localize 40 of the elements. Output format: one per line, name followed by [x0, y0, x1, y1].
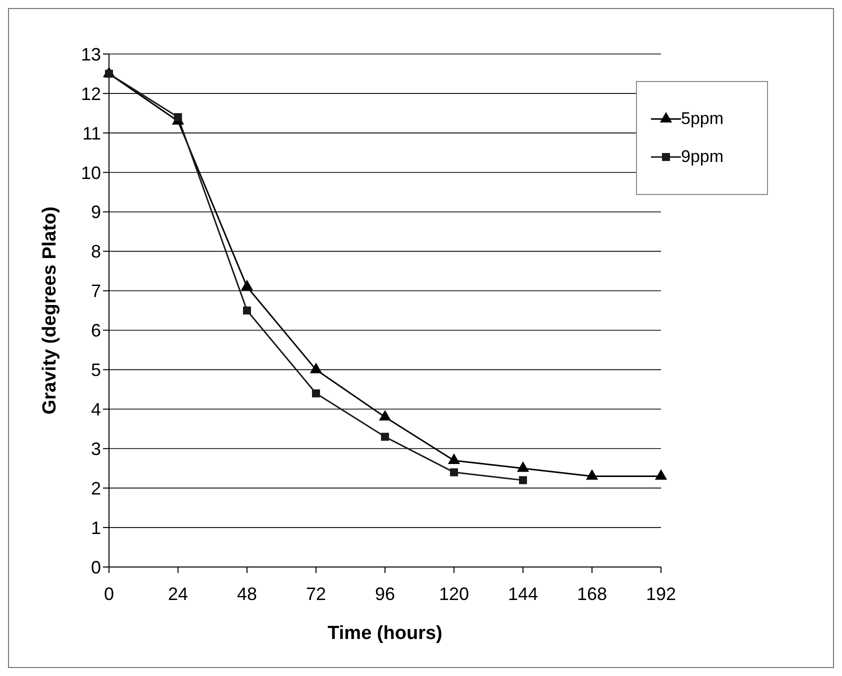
- point: [240, 280, 254, 290]
- y-tick-label: 9: [90, 202, 101, 222]
- y-tick-label: 0: [90, 557, 101, 578]
- y-tick-label: 4: [90, 400, 101, 420]
- x-axis-title: Time (hours): [328, 623, 442, 644]
- y-tick-label: 6: [90, 320, 101, 341]
- point: [519, 476, 527, 484]
- y-tick-label: 5: [90, 360, 101, 380]
- y-tick-label: 8: [90, 242, 101, 262]
- y-tick-label: 7: [90, 281, 101, 302]
- point: [586, 469, 598, 480]
- point: [243, 306, 251, 314]
- point: [378, 410, 392, 421]
- y-tick-label: 10: [80, 162, 101, 183]
- point: [312, 389, 320, 398]
- x-tick-label: 0: [104, 584, 114, 604]
- y-axis-title: Gravity (degrees Plato): [40, 206, 61, 415]
- point: [448, 453, 460, 464]
- y-tick-label: 13: [80, 44, 101, 64]
- x-tick-label: 48: [236, 584, 258, 604]
- x-tick-label: 72: [306, 584, 326, 604]
- x-tick-label: 96: [374, 584, 396, 604]
- x-tick-label: 168: [576, 584, 608, 604]
- point: [450, 468, 458, 476]
- point: [654, 469, 668, 480]
- y-tick-label: 11: [82, 123, 101, 144]
- y-tick-label: 12: [80, 84, 101, 104]
- x-tick-label: 24: [168, 584, 188, 604]
- x-tick-label: 144: [508, 584, 538, 604]
- point: [516, 461, 530, 472]
- point: [381, 432, 389, 441]
- legend-label: 5ppm: [681, 109, 724, 129]
- point: [174, 113, 182, 122]
- x-tick-label: 120: [438, 584, 470, 604]
- point: [310, 362, 322, 374]
- y-tick-label: 3: [90, 439, 101, 460]
- x-tick-label: 192: [646, 584, 676, 604]
- legend-label: 9ppm: [681, 147, 724, 167]
- y-tick-label: 1: [90, 518, 101, 538]
- y-tick-label: 2: [90, 478, 101, 498]
